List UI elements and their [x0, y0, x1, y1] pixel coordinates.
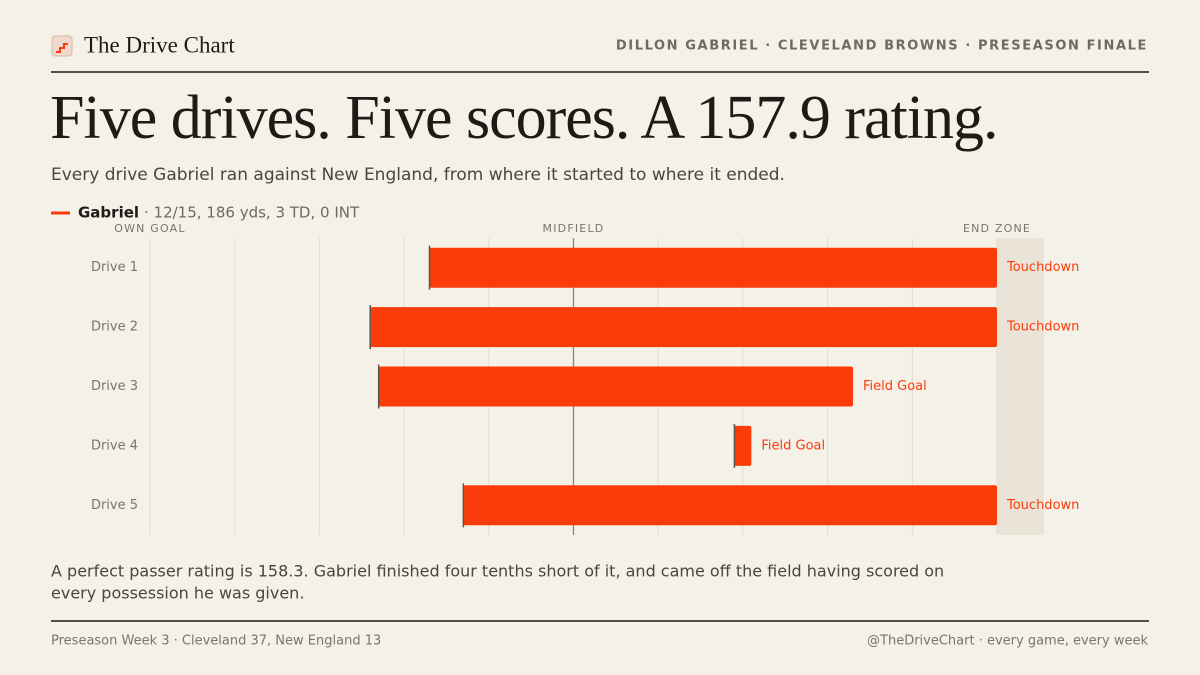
x-tick-label: OWN GOAL	[114, 222, 186, 235]
y-tick-label: Drive 2	[91, 320, 138, 335]
footer-right: @TheDriveChart · every game, every week	[867, 634, 1148, 649]
legend-stat: · 12/15, 186 yds, 3 TD, 0 INT	[144, 204, 360, 222]
kicker: DILLON GABRIEL · CLEVELAND BROWNS · PRES…	[616, 39, 1148, 54]
note-line: every possession he was given.	[51, 584, 304, 603]
bar	[463, 485, 997, 526]
x-tick-label: MIDFIELD	[543, 222, 605, 235]
outcome-label: Touchdown	[1006, 498, 1079, 513]
brand: The Drive Chart	[84, 32, 235, 57]
bar	[734, 425, 752, 466]
y-tick-label: Drive 1	[91, 260, 138, 275]
outcome-label: Field Goal	[863, 379, 927, 394]
plot: OWN GOAL MIDFIELD END ZONE Drive 1 Touchdown…	[91, 222, 1079, 535]
logo	[51, 35, 73, 57]
outcome-label: Touchdown	[1006, 260, 1079, 275]
bar	[429, 247, 997, 288]
outcome-label: Touchdown	[1006, 320, 1079, 335]
outcome-label: Field Goal	[761, 438, 825, 453]
y-tick-label: Drive 3	[91, 379, 138, 394]
end-zone	[997, 238, 1044, 535]
footer-left: Preseason Week 3 · Cleveland 37, New Eng…	[51, 634, 381, 649]
bar	[370, 307, 998, 348]
logo-mark	[56, 43, 68, 53]
legend-name: Gabriel	[78, 204, 139, 222]
y-tick-label: Drive 4	[91, 438, 138, 453]
subtitle: Every drive Gabriel ran against New Engl…	[51, 165, 785, 185]
x-tick-label: END ZONE	[963, 222, 1031, 235]
note-line: A perfect passer rating is 158.3. Gabrie…	[51, 562, 944, 581]
chart-title: Five drives. Five scores. A 157.9 rating…	[50, 84, 997, 152]
bar	[378, 366, 854, 407]
y-tick-label: Drive 5	[91, 498, 138, 513]
